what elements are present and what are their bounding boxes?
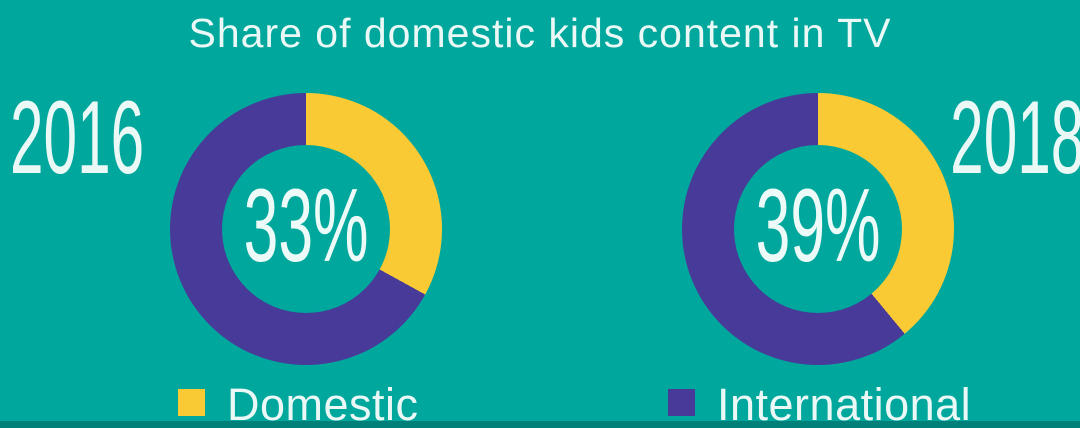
legend-label-international: International	[717, 378, 972, 428]
donut-center-value-2018: 39%	[755, 168, 881, 284]
donut-chart-2018: 39%	[682, 93, 954, 365]
donut-hole: 39%	[734, 145, 902, 313]
donut-center-value-2016: 33%	[243, 168, 369, 284]
legend-item-domestic: Domestic	[178, 382, 419, 427]
donut-chart-2016: 33%	[170, 93, 442, 365]
legend-swatch-international	[668, 388, 695, 416]
legend-swatch-domestic	[178, 388, 205, 416]
legend-item-international: International	[668, 382, 971, 427]
bottom-shade-strip	[0, 421, 1080, 428]
year-label-2018: 2018	[949, 80, 1080, 196]
year-label-2016: 2016	[10, 80, 145, 196]
donut-hole: 33%	[222, 145, 390, 313]
legend-label-domestic: Domestic	[227, 378, 419, 428]
chart-title: Share of domestic kids content in TV	[188, 10, 892, 56]
